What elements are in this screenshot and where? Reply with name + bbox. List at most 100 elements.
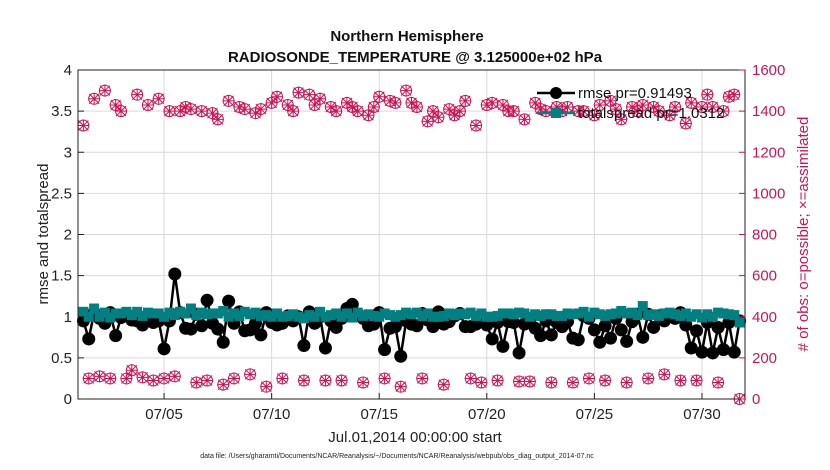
rmse-point	[297, 339, 311, 353]
rmse-point	[544, 328, 558, 342]
y-axis-right-label: # of obs: o=possible; ×=assimilated	[795, 117, 812, 352]
legend-rmse-marker	[550, 87, 562, 99]
y-right-tick-label: 200	[752, 350, 777, 367]
totalspread-point	[546, 309, 557, 320]
rmse-point	[604, 331, 618, 345]
totalspread-point	[374, 311, 385, 322]
totalspread-point	[616, 305, 627, 316]
rmse-point	[195, 319, 209, 333]
obs-assimilated-point	[464, 372, 477, 385]
y-tick-label: 0	[64, 391, 72, 408]
totalspread-point	[379, 308, 390, 319]
totalspread-point	[121, 306, 132, 317]
totalspread-point	[315, 306, 326, 317]
rmse-point	[690, 324, 704, 338]
totalspread-point	[110, 308, 121, 319]
rmse-point	[216, 335, 230, 349]
totalspread-point	[422, 308, 433, 319]
totalspread-point	[621, 308, 632, 319]
obs-assimilated-point	[513, 375, 526, 388]
rmse-point	[614, 323, 628, 337]
y-right-tick-label: 1200	[752, 144, 785, 161]
totalspread-point	[395, 310, 406, 321]
x-axis: 07/05 07/10 07/15 07/20 07/25 07/30	[145, 393, 721, 423]
obs-assimilated-point	[518, 113, 531, 126]
totalspread-point	[428, 311, 439, 322]
totalspread-point	[680, 308, 691, 319]
series-layer	[76, 84, 747, 405]
obs-assimilated-point	[722, 90, 735, 103]
totalspread-point	[401, 307, 412, 318]
totalspread-point	[272, 308, 283, 319]
totalspread-point	[282, 310, 293, 321]
obs-assimilated-point	[163, 105, 176, 118]
totalspread-point	[438, 310, 449, 321]
totalspread-point	[481, 311, 492, 322]
obs-assimilated-point	[378, 372, 391, 385]
totalspread-point	[444, 308, 455, 319]
totalspread-point	[164, 307, 175, 318]
totalspread-point	[562, 308, 573, 319]
totalspread-point	[191, 310, 202, 321]
totalspread-point	[352, 307, 363, 318]
totalspread-point	[449, 310, 460, 321]
totalspread-point	[718, 308, 729, 319]
totalspread-point	[325, 310, 336, 321]
totalspread-point	[336, 311, 347, 322]
obs-assimilated-point	[636, 98, 649, 111]
rmse-point	[82, 332, 96, 346]
totalspread-point	[261, 310, 272, 321]
x-tick-label: 07/30	[683, 406, 721, 423]
obs-assimilated-point	[362, 109, 375, 122]
rmse-point	[571, 333, 585, 347]
obs-assimilated-point	[238, 103, 251, 116]
rmse-point	[200, 293, 214, 307]
rmse-point	[512, 346, 526, 360]
obs-assimilated-point	[496, 98, 509, 111]
obs-assimilated-point	[539, 105, 552, 118]
totalspread-point	[503, 308, 514, 319]
totalspread-point	[142, 307, 153, 318]
totalspread-point	[94, 311, 105, 322]
totalspread-point	[406, 309, 417, 320]
totalspread-point	[524, 311, 535, 322]
legend-spread-marker	[551, 108, 561, 118]
obs-assimilated-point	[281, 98, 294, 111]
totalspread-point	[293, 311, 304, 322]
y-axis-left: 0 0.5 1 1.5 2 2.5 3 3.5 4	[51, 62, 84, 408]
obs-assimilated-point	[712, 376, 725, 389]
totalspread-point	[508, 309, 519, 320]
obs-assimilated-point	[448, 109, 461, 122]
obs-assimilated-point	[507, 105, 520, 118]
obs-assimilated-point	[158, 372, 171, 385]
totalspread-point	[476, 308, 487, 319]
totalspread-point	[696, 312, 707, 323]
obs-assimilated-point	[685, 96, 698, 109]
totalspread-point	[363, 309, 374, 320]
y-tick-label: 2	[64, 227, 72, 244]
y-right-tick-label: 400	[752, 309, 777, 326]
obs-assimilated-point	[249, 107, 262, 120]
totalspread-point	[288, 309, 299, 320]
obs-assimilated-point	[115, 105, 128, 118]
rmse-point	[184, 322, 198, 336]
obs-assimilated-point	[201, 374, 214, 387]
obs-assimilated-point	[604, 94, 617, 107]
totalspread-point	[702, 309, 713, 320]
totalspread-point	[277, 311, 288, 322]
totalspread-point	[159, 311, 170, 322]
legend-rmse-label: rmse pr=0.91493	[578, 85, 692, 102]
rmse-point	[168, 267, 182, 281]
obs-assimilated-point	[308, 98, 321, 111]
obs-assimilated-point	[227, 372, 240, 385]
obs-assimilated-point	[695, 101, 708, 114]
obs-assimilated-point	[104, 372, 117, 385]
obs-assimilated-point	[701, 88, 714, 101]
totalspread-point	[298, 313, 309, 324]
obs-assimilated-point	[416, 372, 429, 385]
totalspread-point	[713, 307, 724, 318]
obs-assimilated-point	[550, 101, 563, 114]
totalspread-point	[664, 307, 675, 318]
totalspread-point	[234, 310, 245, 321]
obs-assimilated-point	[77, 119, 90, 132]
